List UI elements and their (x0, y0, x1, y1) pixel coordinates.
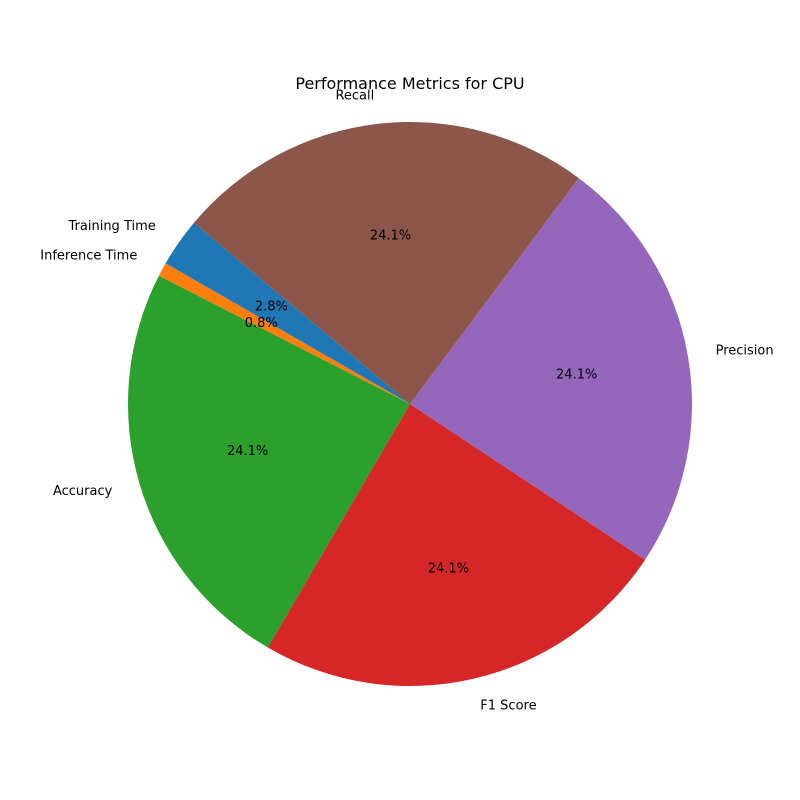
pie-slice-recall (193, 121, 579, 404)
slice-label-inference-time: Inference Time (40, 249, 137, 264)
pie-slice-f1-score (267, 404, 646, 686)
pie-slice-accuracy (127, 275, 410, 648)
slice-percent-f1-score: 24.1% (428, 561, 469, 576)
slice-label-f1-score: F1 Score (480, 699, 536, 714)
slice-label-recall: Recall (335, 88, 374, 103)
pie-slice-precision (410, 178, 692, 560)
pie-labels: Training Time 2.8% Inference Time 0.8% Accur… (40, 88, 773, 713)
slice-label-accuracy: Accuracy (53, 484, 113, 499)
slice-percent-precision: 24.1% (556, 368, 597, 383)
pie-slice-training-time (165, 222, 410, 404)
chart-title: Performance Metrics for CPU (295, 74, 524, 93)
slice-percent-accuracy: 24.1% (227, 444, 268, 459)
pie-slice-inference-time (158, 263, 410, 404)
slice-percent-recall: 24.1% (370, 228, 411, 243)
slice-label-precision: Precision (716, 343, 774, 358)
slice-label-training-time: Training Time (68, 219, 156, 234)
slice-percent-training-time: 2.8% (255, 300, 288, 315)
slice-percent-inference-time: 0.8% (245, 316, 278, 331)
pie-slices (127, 121, 692, 686)
